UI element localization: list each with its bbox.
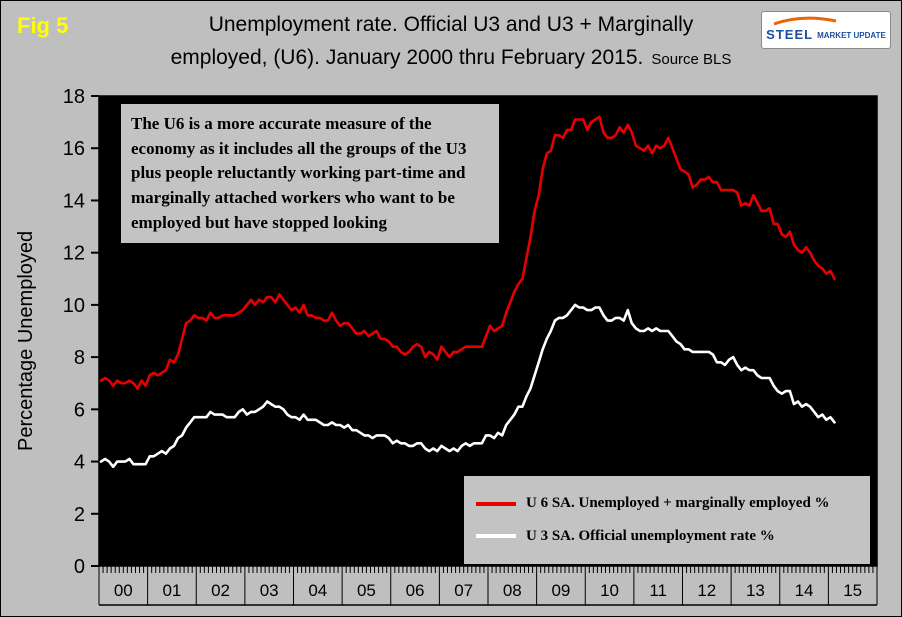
svg-text:05: 05 xyxy=(357,581,376,600)
legend: U 6 SA. Unemployed + marginally employed… xyxy=(463,475,871,565)
steel-market-update-logo: STEEL MARKET UPDATE xyxy=(761,11,891,49)
svg-text:04: 04 xyxy=(308,581,327,600)
chart-title-line2: employed, (U6). January 2000 thru Februa… xyxy=(170,45,732,69)
logo-word-market-update: MARKET UPDATE xyxy=(817,30,886,40)
svg-text:10: 10 xyxy=(63,295,85,317)
svg-text:02: 02 xyxy=(211,581,230,600)
svg-text:15: 15 xyxy=(843,581,862,600)
figure-number-label: Fig 5 xyxy=(17,13,69,38)
source-label: Source BLS xyxy=(651,50,732,68)
logo-swoosh-icon xyxy=(773,16,837,26)
svg-text:00: 00 xyxy=(114,581,133,600)
svg-text:8: 8 xyxy=(74,347,85,369)
logo-word-steel: STEEL xyxy=(766,26,814,42)
svg-text:10: 10 xyxy=(600,581,619,600)
svg-text:01: 01 xyxy=(162,581,181,600)
svg-text:14: 14 xyxy=(795,581,814,600)
legend-label-u6: U 6 SA. Unemployed + marginally employed… xyxy=(526,495,830,512)
chart-title: Unemployment rate. Official U3 and U3 + … xyxy=(1,9,901,74)
svg-text:11: 11 xyxy=(649,581,667,600)
svg-text:03: 03 xyxy=(260,581,279,600)
annotation-text-box: The U6 is a more accurate measure of the… xyxy=(121,104,499,244)
svg-text:06: 06 xyxy=(406,581,425,600)
u3-line-swatch xyxy=(476,534,516,539)
svg-text:16: 16 xyxy=(63,138,85,160)
svg-text:09: 09 xyxy=(551,581,570,600)
svg-text:2: 2 xyxy=(74,504,85,526)
chart-title-line1: Unemployment rate. Official U3 and U3 + … xyxy=(208,13,694,36)
legend-item-u3: U 3 SA. Official unemployment rate % xyxy=(476,528,858,545)
svg-text:12: 12 xyxy=(63,243,85,265)
svg-text:14: 14 xyxy=(63,190,85,212)
svg-text:0: 0 xyxy=(74,556,85,578)
svg-text:4: 4 xyxy=(74,452,85,474)
svg-text:07: 07 xyxy=(454,581,473,600)
svg-text:08: 08 xyxy=(503,581,522,600)
legend-item-u6: U 6 SA. Unemployed + marginally employed… xyxy=(476,495,858,512)
svg-text:18: 18 xyxy=(63,86,85,108)
svg-text:13: 13 xyxy=(746,581,765,600)
svg-text:12: 12 xyxy=(697,581,716,600)
legend-label-u3: U 3 SA. Official unemployment rate % xyxy=(526,527,775,544)
svg-text:6: 6 xyxy=(74,399,85,421)
u6-line-swatch xyxy=(476,501,516,506)
